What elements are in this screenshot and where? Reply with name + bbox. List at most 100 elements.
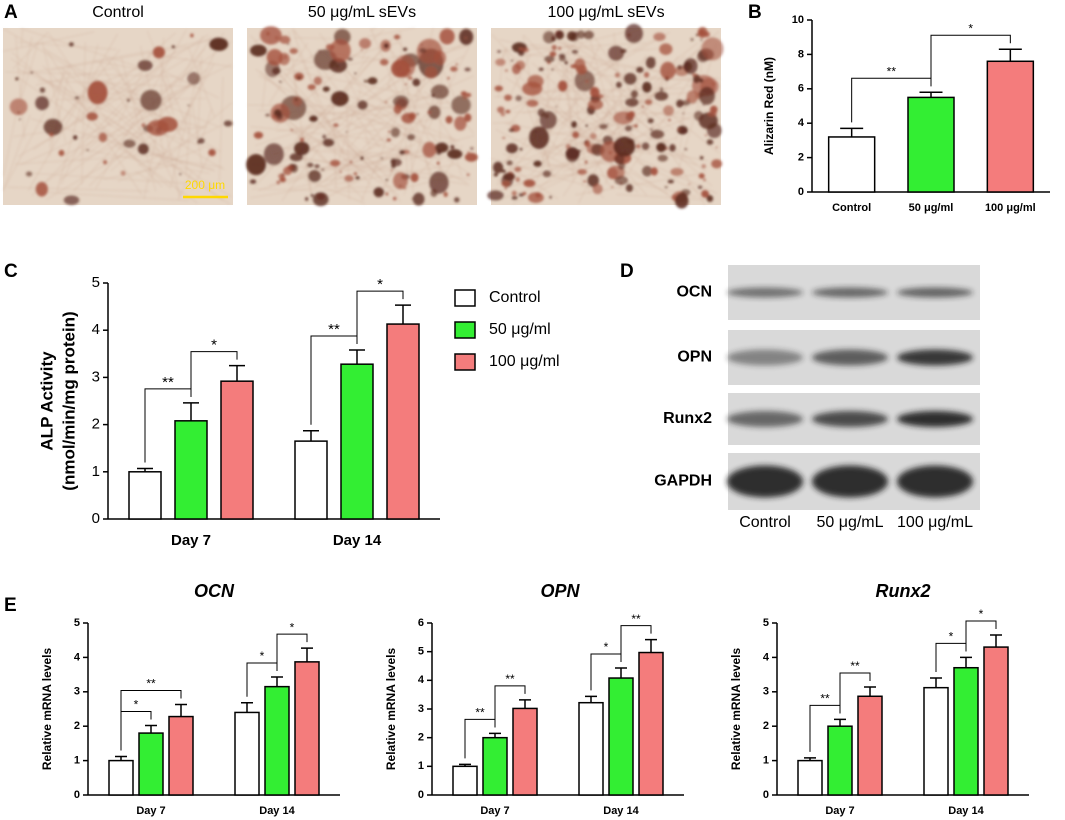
fiber	[157, 102, 232, 166]
deposit	[557, 80, 568, 92]
deposit	[630, 90, 639, 99]
deposit	[309, 115, 318, 122]
fiber	[528, 44, 601, 199]
error-bar	[585, 695, 597, 703]
error-bar	[804, 757, 816, 761]
fiber	[28, 33, 118, 191]
deposit	[422, 141, 437, 158]
deposit	[688, 183, 691, 186]
deposit	[624, 125, 633, 132]
fiber	[343, 135, 475, 172]
deposit	[321, 168, 325, 171]
chart: E OCN 0 1 2 3 4 5 Relative mRNA levels Day 7 Day 1…	[4, 581, 340, 817]
deposit	[502, 136, 506, 139]
x-tick-label: Control	[832, 202, 871, 214]
bar	[857, 695, 883, 796]
y-tick-label: 2	[74, 720, 80, 732]
y-tick-label: 2	[763, 720, 769, 732]
deposit	[393, 104, 402, 115]
deposit	[494, 85, 503, 92]
deposit	[500, 112, 506, 117]
fiber	[541, 94, 562, 164]
blot-row-label: GAPDH	[654, 473, 712, 490]
significance-bracket	[965, 620, 997, 652]
fiber	[351, 115, 460, 142]
error-bar	[864, 686, 876, 697]
y-tick-label: 4	[92, 321, 100, 338]
deposit	[294, 98, 298, 101]
bar	[128, 471, 162, 520]
error-bar	[519, 699, 531, 709]
blot-row-label: Runx2	[663, 410, 712, 427]
y-axis-label: Relative mRNA levels	[729, 648, 743, 771]
deposit	[707, 110, 718, 117]
fiber	[149, 153, 214, 170]
y-tick-label: 4	[798, 117, 805, 129]
deposit	[715, 146, 718, 149]
deposit	[347, 57, 353, 61]
chart: B 0 2 4 6 8 10 Alizarin Red (nM) Control 50 μg/ml…	[748, 2, 1050, 214]
fiber	[322, 148, 444, 159]
deposit	[641, 105, 644, 108]
deposit	[15, 77, 19, 81]
fiber	[99, 62, 133, 119]
fiber	[613, 32, 623, 110]
fiber	[325, 158, 401, 199]
fiber	[170, 184, 198, 204]
y-tick-label: 6	[798, 83, 804, 95]
deposit	[682, 112, 685, 115]
fiber	[143, 96, 165, 199]
deposit	[392, 196, 397, 201]
deposit	[505, 109, 511, 114]
fiber	[632, 48, 658, 51]
western-blot: OCN OPN Runx2 GAPDH Control 50 μg/mL 100 μg/mL	[654, 265, 980, 531]
deposit	[677, 128, 681, 131]
x-tick-label: Day 7	[825, 805, 854, 817]
deposit	[411, 197, 414, 200]
deposit	[533, 160, 542, 167]
deposit	[307, 162, 314, 168]
deposit	[466, 173, 470, 176]
fiber	[20, 41, 39, 101]
chart: Runx2 0 1 2 3 4 5 Relative mRNA levels Day 7 Day …	[729, 581, 1029, 817]
y-tick-label: 2	[798, 152, 804, 164]
fiber	[370, 28, 376, 31]
bar	[138, 732, 164, 796]
deposit	[429, 171, 449, 194]
y-tick-label: 0	[763, 789, 769, 801]
y-tick-label: 0	[74, 789, 80, 801]
error-bar	[137, 467, 153, 472]
fiber	[292, 28, 381, 148]
y-tick-label: 1	[418, 760, 424, 772]
deposit	[290, 128, 293, 132]
fiber	[590, 30, 706, 206]
deposit	[659, 87, 664, 92]
deposit	[653, 32, 666, 42]
fiber	[508, 29, 587, 126]
deposit	[528, 126, 550, 150]
deposit	[87, 80, 108, 105]
fiber	[42, 65, 163, 188]
deposit	[583, 180, 587, 183]
fiber	[307, 84, 332, 131]
deposit	[416, 112, 419, 116]
deposit	[250, 44, 267, 57]
fiber	[7, 187, 150, 192]
deposit	[677, 125, 688, 135]
deposit	[354, 72, 357, 75]
legend-swatch	[454, 289, 476, 307]
deposit	[659, 43, 673, 56]
y-tick-label: 10	[792, 14, 804, 26]
deposit	[493, 173, 498, 177]
deposit	[146, 119, 169, 136]
deposit	[574, 70, 595, 92]
deposit	[171, 45, 176, 49]
deposit	[399, 150, 405, 155]
error-bar	[175, 703, 187, 717]
fiber	[59, 101, 180, 158]
deposit	[360, 49, 363, 52]
chart-title: OPN	[540, 581, 580, 601]
deposit	[625, 112, 630, 116]
deposit	[506, 143, 518, 154]
